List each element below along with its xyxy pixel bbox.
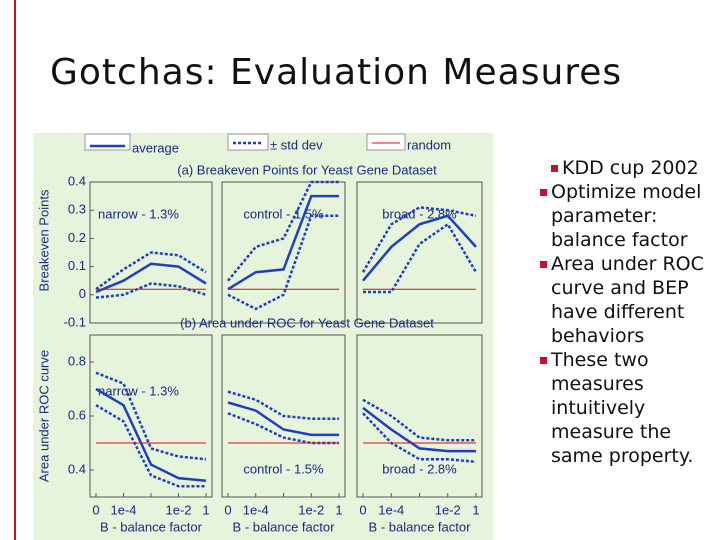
x-tick-label: 1e-2: [435, 502, 461, 517]
bullet-list: KDD cup 2002 Optimize model parameter: ba…: [540, 156, 716, 468]
x-tick-label: 1e-2: [165, 502, 191, 517]
y-tick-label: 0.8: [68, 353, 86, 368]
x-tick-label: 1: [202, 502, 209, 517]
series-line: [95, 387, 207, 483]
series-line: [95, 404, 206, 488]
series-line: [95, 371, 207, 461]
bullet: Optimize model parameter: balance factor: [540, 180, 716, 252]
legend-label: ± std dev: [270, 137, 323, 152]
y-tick-label: 0.6: [68, 407, 86, 422]
legend-label: average: [132, 140, 179, 155]
series-line: [362, 214, 477, 282]
x-tick-label: 0: [92, 502, 99, 517]
plot-frame: [89, 181, 213, 324]
bullet: These two measures intuitively measure t…: [540, 348, 716, 468]
series-line: [361, 206, 477, 273]
y-tick-label: -0.1: [64, 314, 86, 329]
x-tick-label: 1e-2: [298, 502, 324, 517]
plot-frame: [356, 181, 483, 324]
series-line: [362, 398, 476, 442]
series-line: [227, 180, 339, 282]
x-tick-label: 0: [359, 502, 366, 517]
y-tick-label: 0.4: [68, 173, 86, 188]
y-tick-label: 0.4: [68, 461, 86, 476]
series-line: [362, 406, 476, 453]
slide-title: Gotchas: Evaluation Measures: [50, 52, 623, 93]
series-line: [227, 412, 339, 445]
y-tick-label: 0.1: [68, 258, 86, 273]
x-tick-label: 1e-4: [378, 502, 404, 517]
annotation: broad - 2.8%: [382, 206, 457, 221]
series-line: [363, 222, 478, 294]
y-tick-label: 0: [79, 286, 86, 301]
x-tick-label: 0: [224, 502, 231, 517]
x-axis-label: B - balance factor: [233, 519, 336, 534]
series-line: [95, 251, 207, 291]
series-line: [95, 282, 207, 299]
annotation: control - 1.5%: [243, 461, 324, 476]
legend-box: [84, 133, 131, 151]
legend-box: [366, 133, 406, 151]
x-tick-label: 1e-4: [243, 502, 269, 517]
x-axis-label: B - balance factor: [100, 519, 203, 534]
series-line: [227, 214, 339, 311]
panel-title: (a) Breakeven Points for Yeast Gene Data…: [177, 162, 437, 177]
series-line: [362, 412, 477, 464]
x-tick-label: 1: [335, 502, 342, 517]
bullet: KDD cup 2002: [551, 156, 720, 180]
annotation: control - 1.5%: [243, 206, 324, 221]
y-tick-label: 0.2: [68, 230, 86, 245]
legend-label: random: [407, 137, 451, 152]
series-line: [227, 390, 339, 420]
x-tick-label: 1e-4: [110, 502, 136, 517]
bullet: Area under ROC curve and BEP have differ…: [540, 252, 716, 348]
x-tick-label: 1: [472, 502, 479, 517]
y-tick-label: 0.3: [68, 202, 86, 217]
x-axis-label: B - balance factor: [369, 519, 472, 534]
y-axis-label: Area under ROC curve: [36, 350, 51, 482]
series-line: [227, 401, 339, 437]
y-axis-label: Breakeven Points: [36, 189, 51, 291]
plot-frame: [221, 181, 346, 324]
annotation: narrow - 1.3%: [98, 383, 179, 398]
series-line: [95, 262, 207, 294]
annotation: broad - 2.8%: [382, 461, 457, 476]
chart-background: [33, 133, 493, 540]
panel-title: (b) Area under ROC for Yeast Gene Datase…: [180, 315, 434, 330]
annotation: narrow - 1.3%: [98, 206, 179, 221]
accent-line: [14, 0, 16, 540]
series-line: [227, 194, 339, 291]
